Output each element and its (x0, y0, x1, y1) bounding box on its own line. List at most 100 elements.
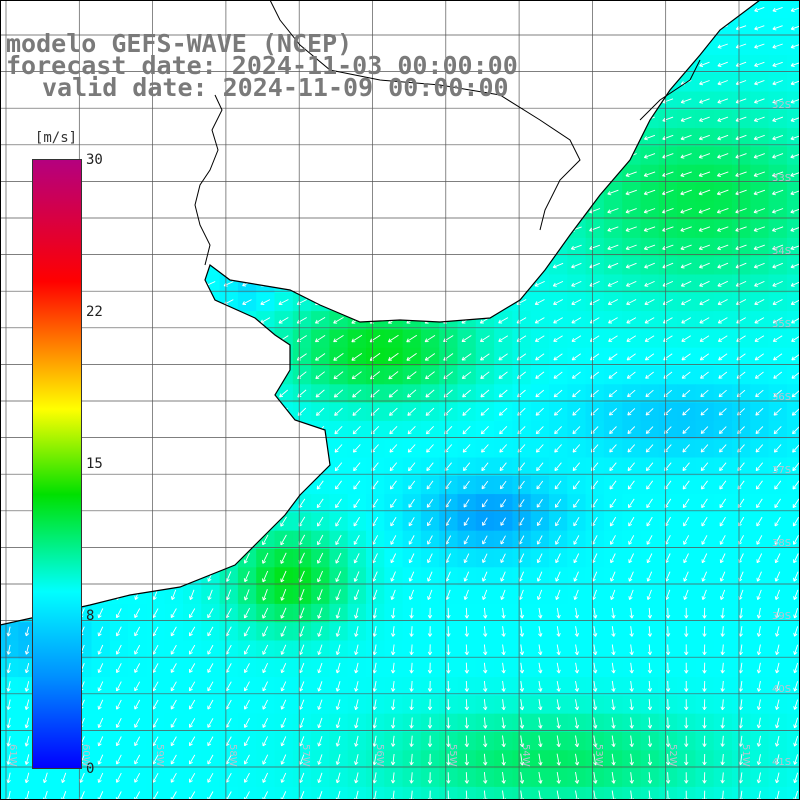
wind-arrow (698, 134, 710, 141)
wind-cell (109, 786, 129, 800)
wind-arrow (717, 61, 728, 67)
wind-cell (603, 786, 623, 800)
latitude-label: 33S (772, 173, 792, 184)
wind-arrow (480, 407, 490, 416)
wind-arrow (754, 80, 765, 86)
latitude-label: 34S (772, 246, 792, 257)
wind-cell (786, 91, 800, 111)
wind-cell (786, 292, 800, 312)
wind-arrow (773, 426, 782, 435)
wind-cell (567, 786, 587, 800)
wind-arrow (535, 335, 545, 342)
wind-arrow (773, 389, 782, 398)
wind-cell (786, 732, 800, 751)
wind-arrow (389, 425, 398, 435)
wind-arrow (480, 371, 490, 379)
wind-arrow (479, 335, 490, 342)
wind-arrow (772, 80, 783, 86)
wind-cell (786, 457, 800, 477)
longitude-label: 55W (446, 744, 458, 767)
wind-arrow (681, 371, 691, 379)
wind-arrow (242, 299, 252, 305)
wind-arrow (643, 171, 656, 177)
latitude-label: 38S (772, 538, 792, 549)
wind-cell (786, 530, 800, 550)
wind-arrow (608, 371, 618, 379)
wind-arrow (369, 334, 381, 343)
wind-arrow (717, 280, 728, 287)
wind-arrow (645, 389, 654, 398)
wind-arrow (755, 407, 764, 416)
wind-arrow (682, 408, 691, 416)
wind-arrow (699, 317, 710, 324)
wind-arrow (571, 335, 582, 342)
wind-arrow (315, 353, 326, 361)
wind-arrow (644, 134, 656, 141)
wind-arrow (644, 280, 655, 287)
wind-cell (786, 677, 800, 696)
wind-cell (786, 622, 800, 642)
wind-cell (786, 183, 800, 202)
wind-arrow (387, 334, 399, 343)
wind-arrow (699, 299, 710, 306)
wind-arrow (662, 171, 674, 177)
wind-arrow (572, 389, 581, 398)
wind-arrow (462, 389, 471, 398)
wind-arrow (643, 153, 656, 159)
wind-arrow (755, 389, 764, 398)
wind-arrow (461, 353, 472, 361)
wind-arrow (773, 371, 783, 379)
wind-cell (786, 713, 800, 733)
wind-arrow (333, 389, 344, 398)
wind-arrow (625, 208, 637, 214)
wind-arrow (626, 353, 636, 361)
wind-arrow (534, 280, 545, 287)
wind-arrow (680, 153, 692, 159)
wind-arrow (772, 208, 784, 214)
wind-arrow (680, 262, 692, 269)
wind-arrow (498, 317, 509, 324)
wind-arrow (717, 317, 728, 324)
wind-cell (786, 274, 800, 294)
wind-arrow (754, 61, 765, 67)
wind-arrow (571, 371, 581, 379)
wind-arrow (571, 353, 581, 361)
wind-arrow (406, 353, 417, 361)
wind-arrow (535, 353, 545, 361)
wind-cell (786, 768, 800, 788)
wind-cell (530, 786, 550, 800)
wind-arrow (369, 352, 381, 361)
wind-arrow (700, 371, 709, 379)
wind-arrow (626, 280, 637, 287)
wind-cell (786, 475, 800, 495)
wind-arrow (753, 171, 765, 177)
colorbar (32, 159, 82, 769)
wind-arrow (553, 353, 563, 361)
wind-arrow (571, 280, 582, 287)
wind-arrow (699, 61, 710, 67)
wind-arrow (388, 389, 398, 398)
wind-arrow (698, 244, 711, 251)
wind-arrow (406, 334, 418, 343)
wind-arrow (425, 407, 435, 416)
wind-arrow (315, 407, 325, 416)
wind-arrow (772, 335, 783, 342)
wind-cell (164, 786, 184, 800)
wind-cell (786, 0, 800, 19)
wind-arrow (680, 244, 692, 251)
wind-arrow (682, 389, 691, 398)
wind-arrow (773, 407, 782, 416)
wind-arrow (698, 171, 711, 177)
wind-arrow (644, 299, 655, 306)
wind-arrow (754, 25, 765, 31)
wind-arrow (498, 389, 508, 398)
wind-arrow (552, 262, 564, 269)
wind-arrow (443, 335, 454, 343)
wind-arrow (735, 208, 747, 214)
wind-arrow (772, 226, 784, 232)
wind-arrow (717, 134, 729, 141)
wind-cell (786, 36, 800, 56)
wind-arrow (680, 116, 692, 122)
wind-cell (786, 494, 800, 513)
wind-cell (786, 603, 800, 623)
